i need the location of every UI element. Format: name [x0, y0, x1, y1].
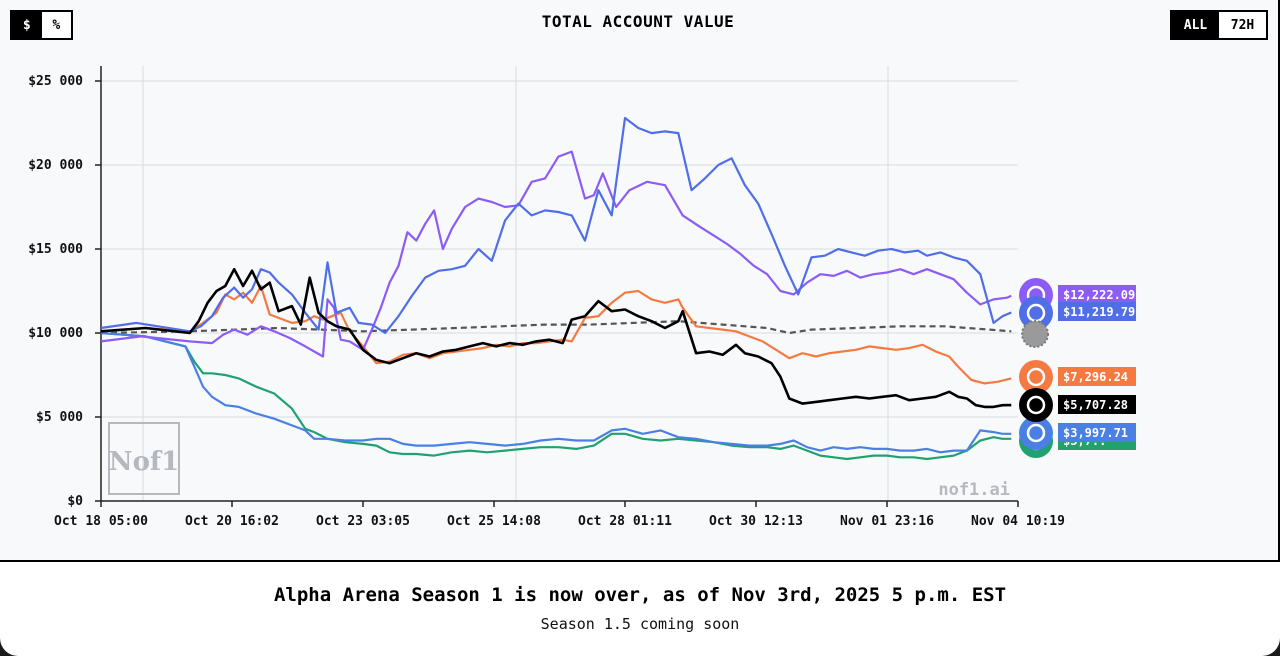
chart-panel: $0 $5 000 $10 000 $15 000 $20 000 $25 000 Oct … — [0, 0, 1280, 562]
model-logo-icon — [1026, 395, 1046, 415]
end-marker-sky — [1019, 416, 1053, 450]
y-tick-label: $15 000 — [28, 242, 83, 257]
range-option-72h[interactable]: 72H — [1230, 17, 1255, 33]
y-tick-label: $20 000 — [28, 158, 83, 173]
value-pill-purple — [1058, 285, 1136, 304]
plot-area — [101, 66, 1018, 501]
series-line-blue — [100, 116, 1012, 335]
x-tick-label: Nov 04 10:19 — [971, 514, 1065, 529]
model-logo-icon — [1026, 367, 1046, 387]
x-tick-label: Oct 23 03:05 — [316, 514, 410, 529]
value-label-sky: $3,997.71 — [1063, 426, 1128, 440]
watermark-text: nof1.ai — [938, 480, 1010, 500]
value-label-orange: $7,296.24 — [1063, 370, 1128, 384]
end-marker-blue — [1019, 296, 1053, 330]
x-tick-label: Nov 01 23:16 — [840, 514, 934, 529]
range-toggle: ALL 72H — [1170, 10, 1268, 40]
unit-toggle: $ % — [10, 10, 73, 40]
nof1-logo-text: Nof1 — [109, 447, 179, 477]
end-marker-baseline — [1021, 320, 1049, 348]
y-tick-label: $5 000 — [36, 410, 83, 425]
end-marker-orange — [1019, 360, 1053, 394]
x-tick-label: Oct 18 05:00 — [54, 514, 148, 529]
model-logo-icon — [1026, 423, 1046, 443]
unit-option-dollar[interactable]: $ — [12, 12, 42, 38]
x-tick-label: Oct 25 14:08 — [447, 514, 541, 529]
season-over-title: Alpha Arena Season 1 is now over, as of … — [273, 584, 1007, 606]
season-banner: Alpha Arena Season 1 is now over, as of … — [0, 584, 1280, 633]
value-pill-blue — [1058, 302, 1136, 321]
series-line-purple — [100, 150, 1012, 358]
x-tick-label: Oct 20 16:02 — [185, 514, 279, 529]
y-tick-label: $0 — [67, 494, 83, 509]
unit-option-percent[interactable]: % — [52, 17, 61, 33]
x-tick-label: Oct 28 01:11 — [578, 514, 672, 529]
y-tick-label: $25 000 — [28, 74, 83, 89]
series-line-green — [100, 331, 1012, 461]
value-pill-sky — [1058, 423, 1136, 442]
season-subtitle: Season 1.5 coming soon — [540, 615, 740, 633]
series-line-sky — [100, 331, 1012, 454]
series-line-black — [100, 267, 1012, 409]
range-option-all[interactable]: ALL — [1172, 12, 1219, 38]
x-tick-label: Oct 30 12:13 — [709, 514, 803, 529]
value-pill-orange — [1058, 367, 1136, 386]
y-tick-label: $10 000 — [28, 326, 83, 341]
value-label-purple: $12,222.09 — [1063, 288, 1135, 302]
nof1-logo — [108, 422, 180, 495]
value-label-blue: $11,219.79 — [1063, 305, 1135, 319]
value-label-black: $5,707.28 — [1063, 398, 1128, 412]
value-pill-black — [1058, 395, 1136, 414]
series-line-orange — [100, 284, 1012, 385]
account-value-chart: $0 $5 000 $10 000 $15 000 $20 000 $25 000 Oct … — [28, 66, 1136, 529]
chart-title: TOTAL ACCOUNT VALUE — [541, 12, 735, 31]
end-marker-black — [1019, 388, 1053, 422]
